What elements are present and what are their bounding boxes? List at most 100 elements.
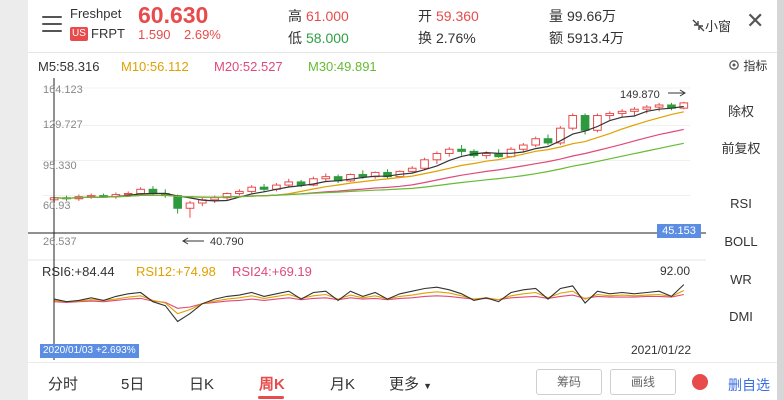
- candle-body: [518, 144, 528, 150]
- candle-body: [173, 195, 182, 209]
- rsi-button[interactable]: RSI: [730, 196, 752, 211]
- candle-body: [136, 188, 145, 195]
- candle-body: [284, 181, 294, 186]
- min-arrow-head: [182, 237, 189, 245]
- candle: [531, 136, 541, 148]
- candle-body: [296, 181, 306, 186]
- stat-open: 开 59.360: [418, 6, 479, 26]
- candle-body: [346, 174, 355, 182]
- active-tab-indicator: [258, 396, 284, 399]
- moving-average-lines: [54, 105, 684, 202]
- drawing-button[interactable]: 画线: [610, 369, 676, 395]
- stat-turnover-value: 2.76%: [436, 30, 476, 46]
- tab-intraday[interactable]: 分时: [48, 376, 79, 393]
- ma30-label: M30:49.891: [308, 59, 377, 74]
- tab-weekly[interactable]: 周K: [259, 376, 285, 393]
- candle-body: [654, 104, 664, 108]
- y-label-2: 129.727: [43, 119, 83, 131]
- candle-body: [185, 202, 195, 209]
- ex-rights-button[interactable]: 除权: [727, 104, 754, 119]
- candle: [259, 184, 269, 192]
- ma20-label: M20:52.527: [214, 59, 283, 74]
- candle: [568, 113, 578, 131]
- candle-body: [556, 127, 565, 144]
- candle-body: [321, 176, 331, 180]
- tab-daily[interactable]: 日K: [189, 376, 215, 393]
- market-badge: US: [70, 27, 88, 41]
- kline-chart[interactable]: [28, 78, 706, 360]
- gear-icon: [729, 60, 739, 70]
- candle-body: [457, 148, 466, 152]
- indicator-settings-button[interactable]: 指标: [728, 57, 767, 74]
- candle: [284, 178, 294, 188]
- candle-body: [432, 152, 442, 161]
- candle-body: [222, 193, 232, 199]
- candlestick-series: [49, 101, 689, 218]
- candle: [654, 102, 664, 112]
- candle-body: [235, 190, 244, 195]
- candle-body: [123, 193, 133, 196]
- tab-more[interactable]: 更多 ▼: [389, 376, 433, 393]
- candle: [518, 142, 528, 152]
- candle: [247, 185, 257, 194]
- candle: [457, 145, 466, 156]
- rsi6-label: RSI6:+84.44: [42, 264, 115, 279]
- rsi12-label: RSI12:+74.98: [136, 264, 216, 279]
- stat-low: 低 58.000: [288, 28, 349, 48]
- candle-body: [420, 159, 429, 169]
- candle: [185, 200, 195, 218]
- stock-name: Freshpet: [70, 6, 122, 21]
- candle-body: [210, 197, 220, 201]
- candle: [605, 111, 615, 120]
- mini-window-label: 小窗: [705, 19, 732, 34]
- boll-button[interactable]: BOLL: [724, 234, 758, 249]
- y-label-4: 60.93: [43, 200, 71, 212]
- forward-adjusted-button[interactable]: 前复权: [721, 141, 761, 156]
- close-icon[interactable]: ✕: [746, 8, 765, 33]
- rsi-lines: [54, 284, 685, 323]
- tab-monthly[interactable]: 月K: [330, 376, 356, 393]
- candle-body: [86, 195, 96, 198]
- candle-body: [407, 167, 417, 172]
- chip-distribution-button[interactable]: 筹码: [536, 369, 602, 395]
- candle-body: [679, 102, 689, 109]
- max-arrow-head: [679, 89, 686, 97]
- candle-body: [531, 138, 541, 146]
- candle: [222, 192, 232, 200]
- candle-body: [642, 106, 652, 110]
- candle: [444, 147, 454, 157]
- left-edge-strip: [0, 0, 28, 400]
- chart-overlay: [28, 78, 706, 360]
- candle: [321, 173, 331, 182]
- stat-high-label: 高: [288, 8, 302, 24]
- indicator-label: 指标: [743, 59, 768, 73]
- quote-header: Freshpet US FRPT 60.630 1.590 2.69% 高 61.…: [28, 0, 777, 52]
- ma10-label: M10:56.112: [121, 59, 189, 74]
- rsi6-line: [54, 284, 685, 323]
- candle-body: [605, 112, 615, 117]
- mini-window-button[interactable]: 小窗: [692, 16, 731, 35]
- tab-5day[interactable]: 5日: [121, 376, 145, 393]
- stat-turnover: 换 2.76%: [418, 28, 476, 48]
- candle-body: [309, 178, 318, 186]
- rsi-top-value: 92.00: [660, 264, 691, 278]
- y-label-3: 95.330: [43, 160, 77, 172]
- candle: [593, 113, 602, 133]
- stat-amount-value: 5913.4万: [567, 30, 624, 46]
- ma5-line: [54, 105, 684, 202]
- stat-amount-label: 额: [549, 30, 563, 46]
- stat-volume-label: 量: [549, 8, 563, 24]
- ma30-line: [54, 142, 684, 199]
- stat-open-label: 开: [418, 8, 432, 24]
- current-price: 60.630: [138, 2, 209, 28]
- stat-high: 高 61.000: [288, 6, 349, 26]
- remove-watchlist-button[interactable]: 删自选: [728, 377, 770, 393]
- candle-body: [580, 115, 590, 131]
- dmi-button[interactable]: DMI: [729, 309, 753, 324]
- candle-body: [494, 152, 503, 158]
- wr-button[interactable]: WR: [730, 272, 752, 287]
- hamburger-icon[interactable]: [42, 16, 62, 32]
- stat-volume: 量 99.66万: [549, 6, 616, 26]
- record-dot-icon[interactable]: [692, 374, 708, 390]
- candle-body: [568, 115, 578, 129]
